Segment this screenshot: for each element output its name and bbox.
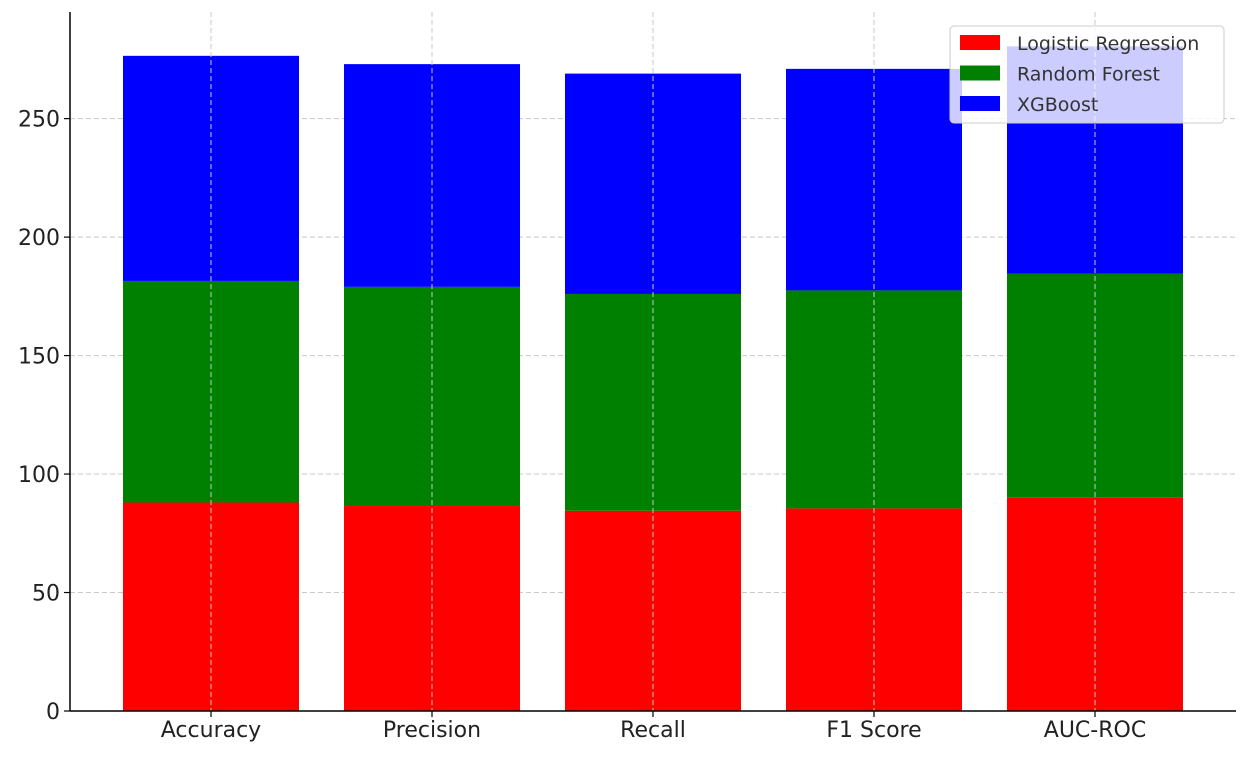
axes	[64, 12, 1236, 717]
x-tick-label: Precision	[383, 718, 481, 743]
bar-segment-random-forest	[565, 293, 741, 511]
x-tick-label: AUC-ROC	[1044, 718, 1146, 743]
x-tick-label: Accuracy	[161, 718, 261, 743]
legend-label-logistic-regression: Logistic Regression	[1017, 33, 1199, 55]
x-tick-label: Recall	[620, 718, 686, 743]
legend-box	[949, 25, 1225, 124]
y-tick-label: 50	[32, 582, 60, 607]
x-tick-label: F1 Score	[826, 718, 921, 743]
legend-swatch-xgboost	[960, 96, 1000, 111]
legend: Logistic Regression Random Forest XGBoost	[949, 25, 1225, 124]
y-tick-label: 200	[18, 226, 60, 251]
legend-swatch-logistic-regression	[960, 35, 1000, 50]
legend-label-xgboost: XGBoost	[1017, 94, 1098, 116]
tick-labels: 0 50 100 150 200 250 Accuracy Precision Recall F1…	[18, 108, 1146, 743]
y-tick-label: 250	[18, 108, 60, 133]
y-tick-label: 0	[46, 700, 60, 725]
y-tick-label: 100	[18, 463, 60, 488]
legend-swatch-random-forest	[960, 65, 1000, 81]
bar-stacks	[123, 12, 1183, 711]
y-tick-label: 150	[18, 345, 60, 370]
legend-label-random-forest: Random Forest	[1017, 64, 1160, 86]
